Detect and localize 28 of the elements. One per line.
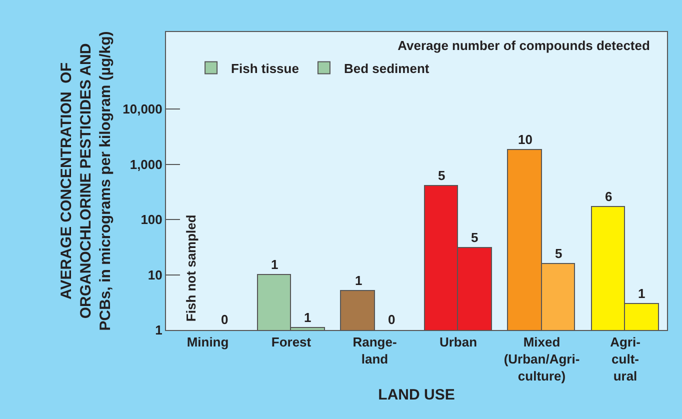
- x-tick-label: Range- land: [352, 334, 397, 366]
- annotation: 1: [355, 273, 362, 288]
- y-axis-title: AVERAGE CONCENTRATION OF ORGANOCHLORINE PESTICIDES AND PCBs, in micrograms per kilogram (µg/kg): [58, 31, 114, 331]
- annotation: 5: [471, 230, 478, 245]
- annotation: 1: [271, 257, 278, 272]
- annotation: 0: [388, 312, 396, 327]
- annotation: 5: [555, 246, 562, 261]
- y-tick-label: 1: [155, 322, 162, 338]
- annotation: 0: [221, 312, 228, 327]
- legend-label: Fish tissue: [231, 60, 299, 76]
- x-tick-label: Urban: [439, 334, 478, 350]
- x-tick-label: Forest: [271, 334, 312, 350]
- legend-label: Bed sediment: [344, 60, 430, 76]
- annotation: 5: [438, 168, 446, 183]
- y-tick-label: 100: [140, 212, 162, 228]
- x-tick-label: Mining: [186, 334, 229, 350]
- x-axis-title: LAND USE: [378, 386, 455, 404]
- annotation: Fish not sampled: [184, 214, 199, 322]
- x-tick-label: Agri- cult- ural: [610, 334, 640, 384]
- y-tick-label: 1,000: [130, 156, 162, 172]
- annotation: 10: [518, 132, 532, 147]
- y-tick-label: 10: [148, 267, 162, 282]
- y-tick-label: 10,000: [122, 102, 162, 117]
- annotation: 1: [304, 310, 312, 325]
- x-tick-label: Mixed (Urban/Agri- culture): [504, 334, 580, 384]
- annotation: 1: [638, 286, 646, 301]
- annotation: Average number of compounds detected: [398, 38, 650, 53]
- annotation: 6: [605, 189, 612, 204]
